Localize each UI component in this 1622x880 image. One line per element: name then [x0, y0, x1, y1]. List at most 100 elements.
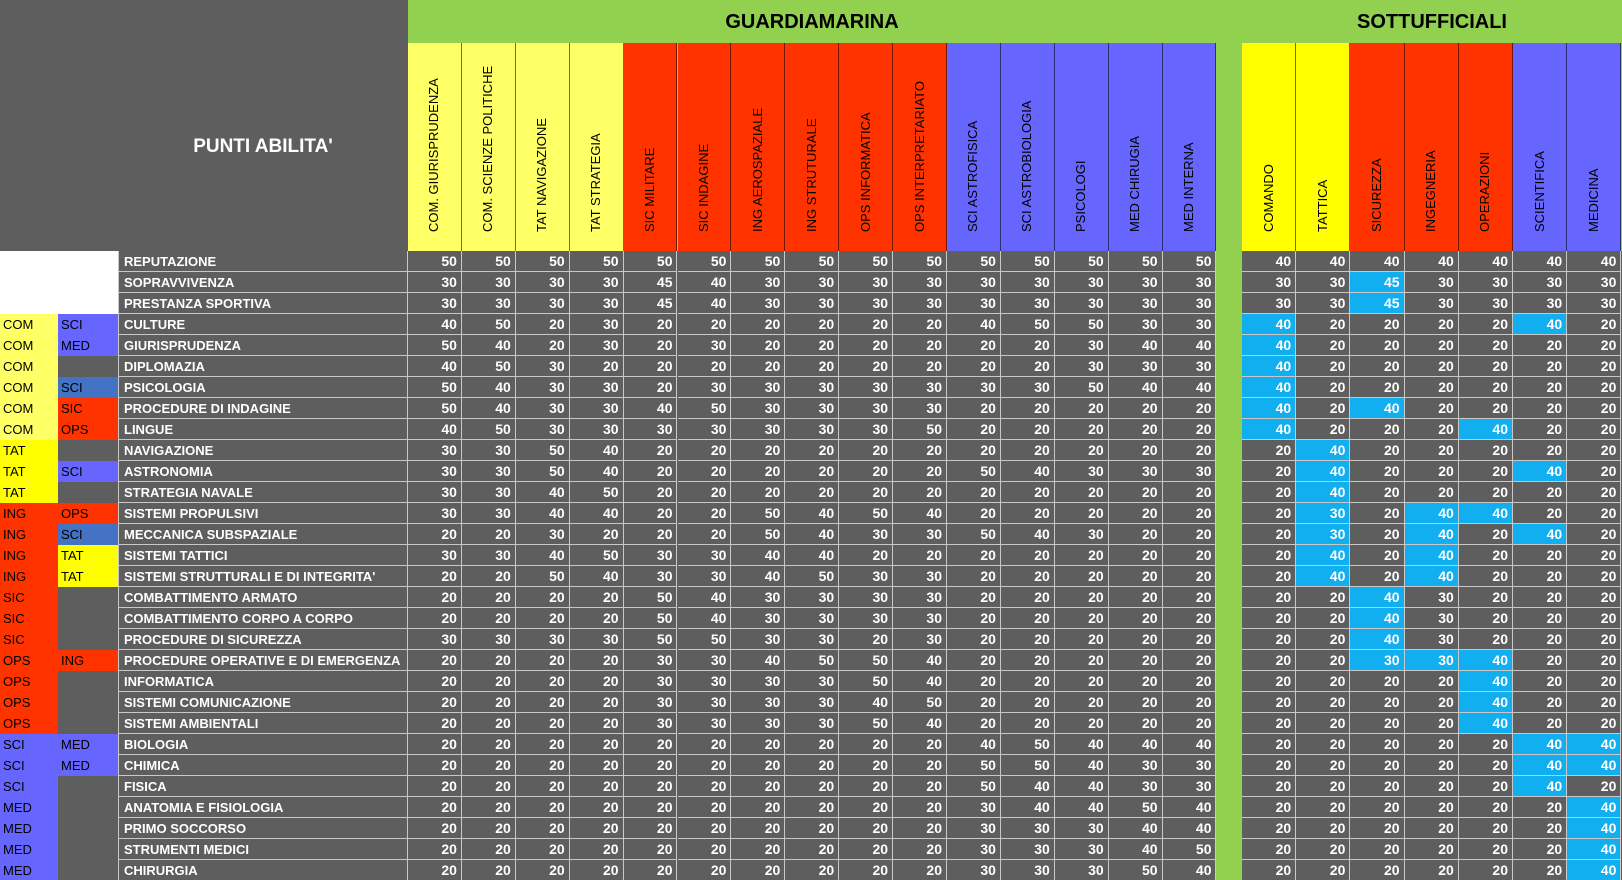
table-cell[interactable]: 20 [1054, 419, 1109, 440]
table-cell[interactable]: 20 [1567, 314, 1622, 335]
table-cell[interactable]: 30 [731, 587, 786, 608]
table-cell[interactable]: 30 [623, 671, 678, 692]
table-cell[interactable]: 40 [1513, 251, 1568, 272]
table-cell[interactable]: 30 [1296, 524, 1351, 545]
table-cell[interactable]: 40 [1404, 503, 1459, 524]
table-cell[interactable]: 20 [1567, 503, 1622, 524]
table-cell[interactable]: 40 [1108, 818, 1163, 839]
table-cell[interactable]: 20 [1513, 692, 1568, 713]
table-cell[interactable]: 30 [1054, 293, 1109, 314]
table-cell[interactable]: 40 [1567, 734, 1622, 755]
table-cell[interactable]: 40 [1513, 776, 1568, 797]
table-cell[interactable]: 40 [1404, 251, 1459, 272]
table-cell[interactable]: 50 [677, 398, 732, 419]
table-cell[interactable]: 20 [461, 713, 516, 734]
table-cell[interactable]: 30 [785, 692, 840, 713]
table-cell[interactable]: 30 [1162, 314, 1217, 335]
table-cell[interactable]: 30 [677, 335, 732, 356]
table-cell[interactable]: 40 [1567, 860, 1622, 880]
table-cell[interactable]: 20 [785, 755, 840, 776]
table-cell[interactable]: 40 [515, 545, 570, 566]
table-cell[interactable]: 20 [1350, 482, 1405, 503]
table-cell[interactable]: 20 [1513, 860, 1568, 880]
table-cell[interactable]: 20 [947, 566, 1001, 587]
table-cell[interactable]: 50 [893, 692, 947, 713]
table-cell[interactable]: 20 [1000, 440, 1055, 461]
table-cell[interactable]: 20 [569, 650, 624, 671]
table-cell[interactable]: 20 [1458, 776, 1513, 797]
table-cell[interactable]: 30 [1350, 650, 1405, 671]
table-cell[interactable]: 30 [569, 293, 624, 314]
table-cell[interactable]: 20 [947, 440, 1001, 461]
table-cell[interactable]: 30 [677, 671, 732, 692]
table-cell[interactable]: 20 [785, 314, 840, 335]
table-cell[interactable]: 20 [1296, 692, 1351, 713]
table-cell[interactable]: 20 [1242, 524, 1297, 545]
table-cell[interactable]: 40 [1242, 377, 1297, 398]
table-cell[interactable]: 30 [461, 545, 516, 566]
table-cell[interactable]: 20 [1567, 356, 1622, 377]
table-cell[interactable]: 40 [893, 650, 947, 671]
table-cell[interactable]: 40 [1000, 461, 1055, 482]
table-cell[interactable]: 20 [1000, 545, 1055, 566]
table-cell[interactable]: 30 [785, 587, 840, 608]
table-cell[interactable]: 50 [623, 587, 678, 608]
table-cell[interactable]: 20 [1162, 482, 1217, 503]
table-cell[interactable]: 30 [461, 293, 516, 314]
table-cell[interactable]: 40 [461, 335, 516, 356]
table-cell[interactable]: 30 [893, 608, 947, 629]
table-cell[interactable]: 20 [1513, 482, 1568, 503]
table-cell[interactable]: 20 [1108, 482, 1163, 503]
table-cell[interactable]: 20 [1513, 839, 1568, 860]
table-cell[interactable]: 20 [731, 335, 786, 356]
table-cell[interactable]: 20 [1242, 692, 1297, 713]
table-cell[interactable]: 30 [408, 545, 462, 566]
table-cell[interactable]: 50 [408, 251, 462, 272]
table-cell[interactable]: 40 [569, 461, 624, 482]
table-cell[interactable]: 40 [1000, 797, 1055, 818]
table-cell[interactable]: 20 [515, 713, 570, 734]
table-cell[interactable]: 30 [893, 524, 947, 545]
table-cell[interactable]: 40 [677, 587, 732, 608]
table-cell[interactable]: 30 [839, 566, 894, 587]
table-cell[interactable]: 30 [893, 629, 947, 650]
table-cell[interactable]: 20 [1162, 419, 1217, 440]
table-cell[interactable]: 20 [1350, 377, 1405, 398]
table-cell[interactable]: 20 [1350, 797, 1405, 818]
table-cell[interactable]: 30 [839, 272, 894, 293]
table-cell[interactable]: 20 [1108, 566, 1163, 587]
table-cell[interactable]: 50 [1000, 755, 1055, 776]
table-cell[interactable]: 50 [1109, 860, 1163, 880]
table-cell[interactable]: 20 [839, 860, 894, 880]
table-cell[interactable]: 30 [731, 692, 786, 713]
table-cell[interactable]: 20 [839, 461, 894, 482]
table-cell[interactable]: 20 [1296, 629, 1351, 650]
table-cell[interactable]: 20 [515, 671, 570, 692]
table-cell[interactable]: 20 [1162, 587, 1217, 608]
table-cell[interactable]: 20 [677, 440, 732, 461]
table-cell[interactable]: 30 [1458, 272, 1513, 293]
table-cell[interactable]: 30 [731, 713, 786, 734]
table-cell[interactable]: 30 [947, 377, 1001, 398]
table-cell[interactable]: 30 [677, 419, 732, 440]
table-cell[interactable]: 20 [1242, 839, 1297, 860]
table-cell[interactable]: 20 [623, 482, 678, 503]
table-cell[interactable]: 30 [785, 377, 840, 398]
table-cell[interactable]: 30 [1567, 293, 1622, 314]
table-cell[interactable]: 20 [1458, 524, 1513, 545]
table-cell[interactable]: 20 [408, 587, 462, 608]
table-cell[interactable]: 20 [785, 356, 840, 377]
table-cell[interactable]: 20 [785, 776, 840, 797]
table-cell[interactable]: 30 [839, 398, 894, 419]
table-cell[interactable]: 40 [1458, 650, 1513, 671]
table-cell[interactable]: 20 [839, 797, 894, 818]
table-cell[interactable]: 30 [408, 482, 462, 503]
table-cell[interactable]: 20 [893, 839, 947, 860]
table-cell[interactable]: 20 [623, 377, 678, 398]
table-cell[interactable]: 30 [785, 398, 840, 419]
table-cell[interactable]: 20 [1242, 629, 1297, 650]
table-cell[interactable]: 50 [839, 671, 894, 692]
table-cell[interactable]: 50 [839, 650, 894, 671]
table-cell[interactable]: 20 [1458, 314, 1513, 335]
table-cell[interactable]: 20 [623, 734, 678, 755]
